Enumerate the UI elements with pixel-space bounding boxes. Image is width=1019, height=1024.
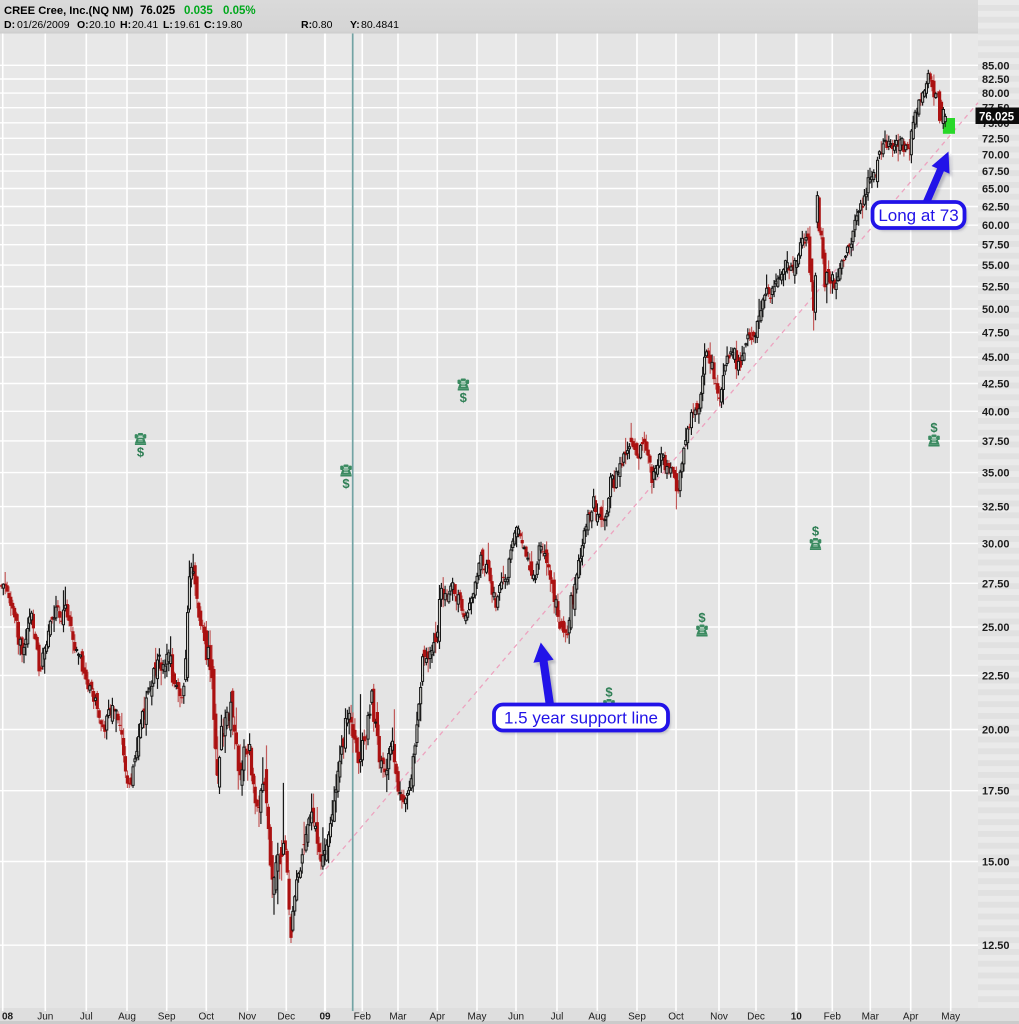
svg-text:Nov: Nov [238, 1012, 256, 1023]
svg-text:Jun: Jun [37, 1012, 53, 1023]
svg-text:85.00: 85.00 [982, 60, 1010, 72]
svg-text:60.00: 60.00 [982, 220, 1010, 232]
svg-text:Jul: Jul [551, 1012, 564, 1023]
svg-text:Mar: Mar [389, 1012, 407, 1023]
svg-text:62.50: 62.50 [982, 202, 1010, 214]
svg-text:37.50: 37.50 [982, 436, 1010, 448]
svg-text:01/26/2009: 01/26/2009 [17, 19, 70, 31]
svg-text:27.50: 27.50 [982, 578, 1010, 590]
svg-text:65.00: 65.00 [982, 184, 1010, 196]
svg-text:42.50: 42.50 [982, 379, 1010, 391]
svg-text:Aug: Aug [588, 1012, 606, 1023]
svg-text:52.50: 52.50 [982, 282, 1010, 294]
svg-text:C:: C: [204, 19, 215, 31]
svg-text:Sep: Sep [158, 1012, 176, 1023]
svg-text:30.00: 30.00 [982, 538, 1010, 550]
svg-text:R:: R: [301, 19, 312, 31]
svg-text:Feb: Feb [824, 1012, 842, 1023]
svg-text:Jul: Jul [80, 1012, 93, 1023]
svg-text:80.4841: 80.4841 [361, 19, 399, 31]
svg-text:55.00: 55.00 [982, 260, 1010, 272]
svg-text:82.50: 82.50 [982, 74, 1010, 86]
svg-text:Dec: Dec [747, 1012, 765, 1023]
svg-text:22.50: 22.50 [982, 670, 1010, 682]
svg-text:$: $ [605, 685, 613, 700]
svg-text:Apr: Apr [430, 1012, 446, 1023]
svg-text:17.50: 17.50 [982, 786, 1010, 798]
svg-text:67.50: 67.50 [982, 166, 1010, 178]
svg-text:Jun: Jun [508, 1012, 524, 1023]
svg-text:0.05%: 0.05% [223, 5, 256, 17]
svg-text:L:: L: [163, 19, 173, 31]
svg-text:76.025: 76.025 [140, 5, 176, 17]
svg-text:1.5 year support line: 1.5 year support line [504, 709, 658, 728]
svg-text:12.50: 12.50 [982, 940, 1010, 952]
svg-text:Nov: Nov [710, 1012, 728, 1023]
svg-text:57.50: 57.50 [982, 240, 1010, 252]
svg-text:09: 09 [319, 1012, 331, 1023]
svg-text:$: $ [698, 610, 706, 625]
svg-text:Apr: Apr [903, 1012, 919, 1023]
svg-text:$: $ [137, 445, 145, 460]
svg-text:76.025: 76.025 [979, 112, 1015, 124]
svg-text:40.00: 40.00 [982, 406, 1010, 418]
svg-text:15.00: 15.00 [982, 857, 1010, 869]
svg-text:Oct: Oct [668, 1012, 684, 1023]
svg-text:32.50: 32.50 [982, 502, 1010, 514]
svg-text:70.00: 70.00 [982, 149, 1010, 161]
svg-text:$: $ [930, 420, 938, 435]
svg-text:45.00: 45.00 [982, 352, 1010, 364]
svg-text:H:: H: [120, 19, 131, 31]
svg-text:$: $ [812, 524, 820, 539]
svg-text:Oct: Oct [199, 1012, 215, 1023]
svg-text:08: 08 [2, 1012, 14, 1023]
svg-text:20.41: 20.41 [132, 19, 158, 31]
svg-text:47.50: 47.50 [982, 327, 1010, 339]
svg-text:50.00: 50.00 [982, 304, 1010, 316]
svg-text:Y:: Y: [350, 19, 360, 31]
svg-text:Dec: Dec [277, 1012, 295, 1023]
svg-text:25.00: 25.00 [982, 622, 1010, 634]
svg-text:19.80: 19.80 [216, 19, 242, 31]
svg-text:72.50: 72.50 [982, 133, 1010, 145]
svg-text:20.10: 20.10 [89, 19, 115, 31]
svg-text:35.00: 35.00 [982, 468, 1010, 480]
svg-text:$: $ [460, 390, 468, 405]
svg-text:CREE Cree, Inc.(NQ NM): CREE Cree, Inc.(NQ NM) [4, 5, 134, 17]
svg-text:O:: O: [77, 19, 89, 31]
svg-text:Long at 73: Long at 73 [878, 206, 958, 225]
svg-text:May: May [468, 1012, 487, 1023]
svg-text:10: 10 [791, 1012, 803, 1023]
svg-text:19.61: 19.61 [174, 19, 200, 31]
svg-text:May: May [941, 1012, 960, 1023]
svg-text:Mar: Mar [862, 1012, 880, 1023]
svg-text:0.80: 0.80 [312, 19, 333, 31]
svg-text:80.00: 80.00 [982, 88, 1010, 100]
svg-text:Feb: Feb [354, 1012, 372, 1023]
svg-text:20.00: 20.00 [982, 725, 1010, 737]
svg-text:Sep: Sep [628, 1012, 646, 1023]
svg-text:$: $ [342, 476, 350, 491]
svg-text:D:: D: [4, 19, 15, 31]
svg-text:Aug: Aug [118, 1012, 136, 1023]
svg-text:0.035: 0.035 [184, 5, 213, 17]
